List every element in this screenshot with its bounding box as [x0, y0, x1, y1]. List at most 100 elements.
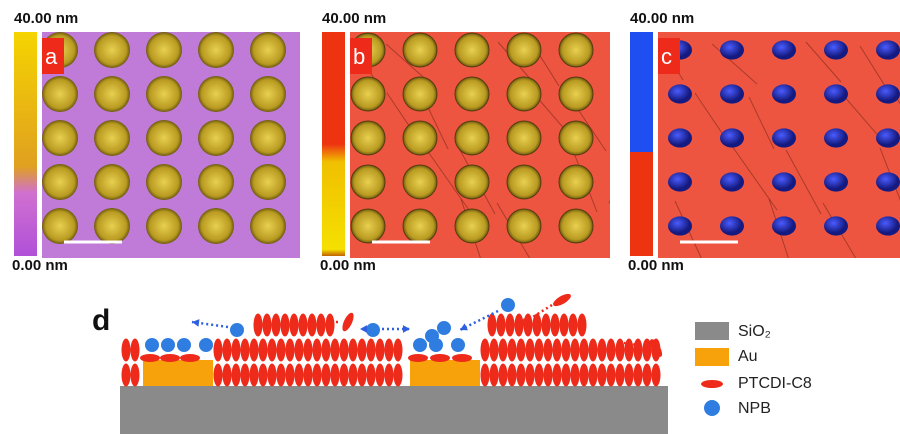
island [42, 208, 78, 244]
ptcdi-molecule [589, 339, 598, 362]
island [876, 172, 900, 191]
ptcdi-molecule [268, 364, 277, 387]
npb-molecule [451, 338, 465, 352]
island [250, 32, 286, 68]
island [720, 128, 744, 147]
npb-molecule [230, 323, 244, 337]
island [455, 121, 489, 155]
ptcdi-molecule [385, 339, 394, 362]
ptcdi-molecule [394, 364, 403, 387]
island [772, 128, 796, 147]
ptcdi-molecule [643, 364, 652, 387]
island [146, 120, 182, 156]
island [559, 77, 593, 111]
ptcdi-molecule [241, 339, 250, 362]
island [42, 164, 78, 200]
ptcdi-molecule [551, 292, 572, 309]
ptcdi-molecule [652, 364, 661, 387]
ptcdi-molecule [560, 314, 569, 337]
ptcdi-molecule [625, 364, 634, 387]
ptcdi-molecule [140, 354, 160, 362]
island [876, 84, 900, 103]
island [146, 76, 182, 112]
ptcdi-molecule [544, 339, 553, 362]
ptcdi-molecule [277, 364, 286, 387]
ptcdi-molecule [506, 314, 515, 337]
arrow-head [360, 325, 367, 333]
legend: SiO₂ Au PTCDI-C8 NPB [695, 322, 812, 417]
island [559, 165, 593, 199]
island [198, 120, 234, 156]
ptcdi-molecule [607, 364, 616, 387]
ptcdi-molecule [367, 364, 376, 387]
ptcdi-molecule [281, 314, 290, 337]
island [455, 33, 489, 67]
island [42, 76, 78, 112]
ptcdi-molecule [481, 364, 490, 387]
ptcdi-molecule [358, 364, 367, 387]
panel-label: a [45, 44, 58, 69]
island [403, 165, 437, 199]
ptcdi-molecule [430, 354, 450, 362]
island [403, 33, 437, 67]
island [668, 172, 692, 191]
colorbar [14, 32, 37, 256]
island [198, 32, 234, 68]
island [198, 76, 234, 112]
island [198, 208, 234, 244]
island [772, 216, 796, 235]
island [250, 120, 286, 156]
island [351, 209, 385, 243]
ptcdi-molecule [562, 364, 571, 387]
island [351, 77, 385, 111]
island [507, 77, 541, 111]
island [94, 120, 130, 156]
ptcdi-molecule [331, 364, 340, 387]
ptcdi-molecule [358, 339, 367, 362]
island [876, 216, 900, 235]
island [772, 40, 796, 59]
ptcdi-molecule [376, 364, 385, 387]
island [559, 121, 593, 155]
ptcdi-molecule [322, 364, 331, 387]
ptcdi-molecule [553, 339, 562, 362]
island [668, 216, 692, 235]
panel-label: b [353, 44, 365, 69]
ptcdi-molecule [259, 339, 268, 362]
legend-label: PTCDI-C8 [738, 375, 812, 392]
ptcdi-molecule [499, 339, 508, 362]
ptcdi-molecule [616, 364, 625, 387]
ptcdi-molecule [250, 339, 259, 362]
island [668, 128, 692, 147]
ptcdi-molecule [517, 339, 526, 362]
ptcdi-molecule [607, 339, 616, 362]
island [403, 121, 437, 155]
ptcdi-molecule [313, 364, 322, 387]
ptcdi-molecule [295, 364, 304, 387]
ptcdi-molecule [304, 364, 313, 387]
figure: 40.00 nm0.00 nma40.00 nm0.00 nmb40.00 nm… [0, 0, 900, 434]
ptcdi-molecule [214, 339, 223, 362]
island [94, 164, 130, 200]
ptcdi-molecule [517, 364, 526, 387]
island [824, 40, 848, 59]
ptcdi-molecule [598, 364, 607, 387]
ptcdi-molecule [277, 339, 286, 362]
npb-molecule [437, 321, 451, 335]
scale-min: 0.00 nm [628, 257, 684, 274]
ptcdi-molecule [160, 354, 180, 362]
ptcdi-molecule [544, 364, 553, 387]
island [772, 172, 796, 191]
ptcdi-molecule [259, 364, 268, 387]
substrate [120, 386, 668, 434]
ptcdi-molecule [331, 339, 340, 362]
ptcdi-molecule [578, 314, 587, 337]
legend-swatch [695, 348, 729, 366]
ptcdi-molecule [232, 364, 241, 387]
scale-max: 40.00 nm [14, 10, 78, 27]
ptcdi-molecule [263, 314, 272, 337]
npb-molecule [366, 323, 380, 337]
ptcdi-molecule [551, 314, 560, 337]
island [720, 216, 744, 235]
